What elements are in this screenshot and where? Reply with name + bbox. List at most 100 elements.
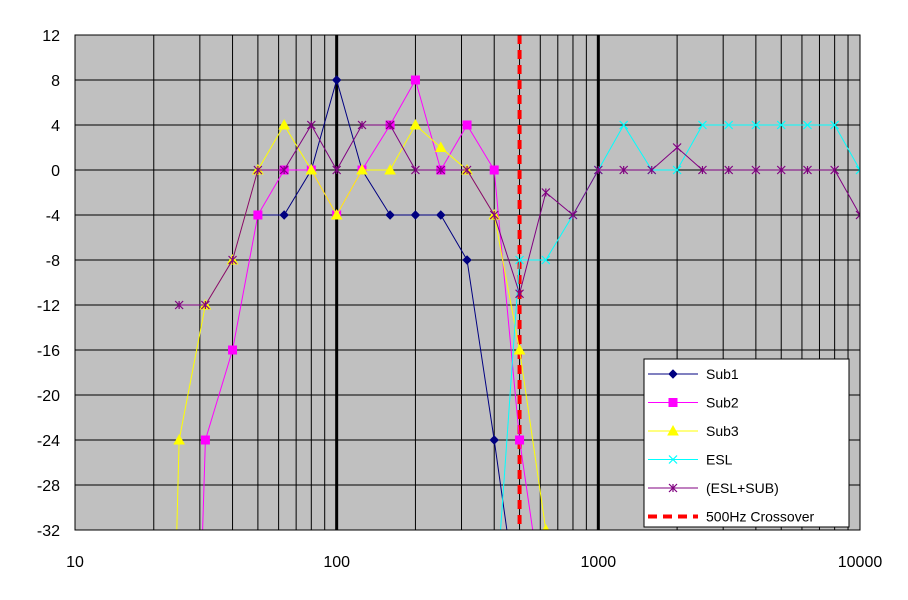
y-tick-label: -16 — [37, 343, 60, 360]
data-point — [253, 165, 263, 175]
legend-box — [643, 358, 850, 528]
data-point — [619, 120, 629, 130]
data-point — [278, 118, 291, 130]
plot-border — [74, 34, 861, 531]
y-tick-label: -28 — [37, 478, 60, 495]
data-point — [593, 165, 603, 175]
legend-entry: ESL — [648, 452, 733, 468]
data-point — [855, 210, 860, 220]
data-point — [306, 120, 316, 130]
series-esl — [500, 120, 860, 530]
legend-marker — [668, 455, 678, 464]
data-point — [385, 210, 395, 220]
data-point — [356, 163, 368, 175]
data-point — [462, 255, 472, 265]
legend-entry: Sub3 — [648, 423, 739, 439]
data-point — [751, 165, 761, 175]
x-axis-ticks: 10 100 1000 10000 — [66, 554, 882, 571]
data-point — [385, 120, 395, 130]
data-point — [568, 210, 578, 220]
data-point — [672, 165, 682, 175]
legend-marker — [667, 424, 679, 436]
legend-entry: Sub2 — [648, 395, 739, 411]
legend-label: Sub1 — [706, 366, 739, 382]
data-point — [515, 289, 524, 299]
data-point — [332, 165, 342, 175]
legend-entry: 500Hz Crossover — [648, 509, 814, 525]
data-point — [410, 75, 420, 85]
data-point — [279, 165, 289, 175]
x-tick-label: 10000 — [838, 554, 883, 571]
legend-marker — [668, 369, 678, 379]
y-tick-label: -24 — [37, 433, 60, 450]
data-point — [541, 255, 551, 265]
data-point — [513, 343, 526, 355]
data-point — [647, 165, 657, 175]
data-point — [410, 210, 421, 220]
data-point — [776, 120, 786, 130]
legend-label: 500Hz Crossover — [706, 509, 814, 525]
data-point — [751, 120, 761, 130]
data-point — [724, 165, 734, 175]
y-tick-label: -32 — [37, 523, 60, 540]
data-point — [228, 345, 238, 355]
data-point — [489, 210, 499, 220]
y-tick-label: -4 — [46, 208, 60, 225]
data-point — [462, 165, 472, 175]
y-tick-label: -8 — [46, 253, 60, 270]
legend-label: (ESL+SUB) — [706, 480, 779, 496]
legend-label: Sub3 — [706, 423, 739, 439]
series-esl-sub — [174, 120, 860, 310]
data-point — [305, 163, 318, 175]
data-point — [541, 188, 551, 197]
data-point — [724, 120, 734, 130]
y-tick-label: -20 — [37, 388, 60, 405]
data-point — [515, 255, 524, 265]
data-point — [672, 143, 682, 152]
data-point — [200, 435, 210, 445]
data-point — [174, 300, 184, 310]
legend-marker — [668, 483, 678, 493]
data-point — [489, 165, 499, 175]
data-point — [830, 165, 840, 175]
y-tick-label: 4 — [51, 118, 60, 135]
data-point — [803, 165, 812, 175]
legend: Sub1 Sub2 Sub3 ESL (ESL+SUB) 500Hz Crossover — [643, 358, 850, 528]
data-point — [173, 433, 185, 445]
data-point — [803, 120, 812, 130]
y-tick-label: 12 — [42, 28, 60, 45]
data-point — [462, 120, 472, 130]
data-point — [228, 255, 237, 265]
data-point — [515, 435, 525, 445]
data-point — [855, 165, 860, 175]
data-point — [253, 210, 263, 220]
data-point — [436, 165, 446, 175]
legend-label: Sub2 — [706, 395, 739, 411]
data-point — [409, 118, 422, 130]
series-layer — [173, 75, 860, 530]
legend-marker — [668, 398, 678, 407]
data-point — [200, 300, 210, 310]
data-point — [331, 75, 342, 85]
data-point — [434, 141, 447, 152]
x-tick-label: 100 — [323, 554, 350, 571]
y-tick-label: 8 — [51, 73, 60, 90]
data-point — [776, 165, 786, 175]
data-point — [698, 165, 707, 175]
legend-label: ESL — [706, 452, 733, 468]
x-tick-label: 10 — [66, 554, 84, 571]
legend-entry: Sub1 — [648, 366, 739, 382]
data-point — [330, 208, 343, 220]
legend-entry: (ESL+SUB) — [648, 480, 779, 496]
data-point — [436, 210, 446, 220]
data-point — [619, 165, 629, 175]
data-point — [357, 120, 367, 130]
y-axis-ticks: 12 8 4 0 -4 -8 -12 -16 -20 -24 -28 -32 — [37, 28, 60, 540]
data-point — [411, 165, 420, 175]
data-point — [830, 120, 840, 130]
y-tick-label: 0 — [51, 163, 60, 180]
x-tick-label: 1000 — [581, 554, 617, 571]
data-point — [489, 435, 499, 445]
